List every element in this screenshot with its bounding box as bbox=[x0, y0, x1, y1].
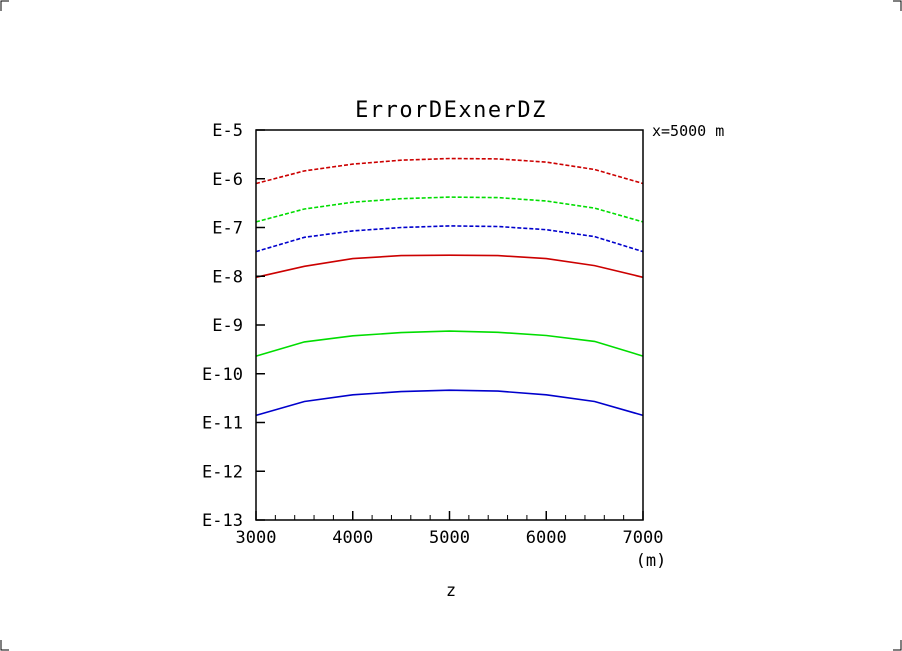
series-layer bbox=[255, 157, 644, 417]
corner-mark-bottom-left bbox=[0, 640, 9, 651]
series-line-4 bbox=[255, 254, 644, 279]
x-tick-label: 7000 bbox=[623, 528, 664, 548]
y-tick-label: E-12 bbox=[202, 462, 243, 482]
x-axis: 3000 4000 5000 6000 7000 bbox=[236, 511, 664, 548]
y-tick-label: E-7 bbox=[212, 219, 243, 239]
x-tick-label: 4000 bbox=[332, 528, 373, 548]
series-line-5 bbox=[255, 330, 644, 357]
corner-mark-top-right bbox=[893, 0, 902, 11]
y-tick-label: E-11 bbox=[202, 414, 243, 434]
x-tick-label: 3000 bbox=[236, 528, 277, 548]
y-tick-label: E-8 bbox=[212, 267, 243, 287]
series-line-1 bbox=[255, 157, 644, 185]
chart-annotation: x=5000 m bbox=[652, 122, 724, 140]
y-axis: E-5 E-6 E-7 E-8 E-9 E-10 E-11 E-12 E-13 bbox=[202, 121, 265, 531]
corner-mark-top-left bbox=[0, 0, 9, 11]
chart-title: ErrorDExnerDZ bbox=[355, 98, 547, 123]
y-tick-label: E-13 bbox=[202, 511, 243, 531]
series-line-2 bbox=[255, 196, 644, 223]
y-tick-label: E-10 bbox=[202, 365, 243, 385]
y-tick-label: E-5 bbox=[212, 121, 243, 141]
x-axis-unit: (m) bbox=[636, 551, 667, 571]
corner-mark-bottom-right bbox=[893, 640, 902, 651]
y-tick-label: E-6 bbox=[212, 170, 243, 190]
x-axis-label: z bbox=[446, 581, 456, 601]
y-tick-label: E-9 bbox=[212, 316, 243, 336]
series-line-3 bbox=[255, 225, 644, 253]
x-tick-label: 5000 bbox=[429, 528, 470, 548]
plot-frame bbox=[255, 129, 644, 521]
series-line-6 bbox=[255, 389, 644, 417]
x-tick-label: 6000 bbox=[526, 528, 567, 548]
